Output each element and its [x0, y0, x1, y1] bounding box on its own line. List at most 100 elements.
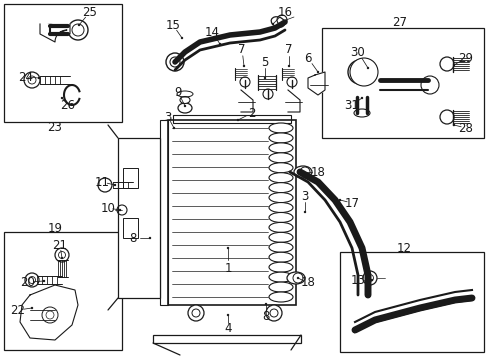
Bar — [123, 168, 138, 188]
Text: 20: 20 — [20, 275, 35, 288]
Bar — [321, 28, 483, 138]
Bar — [160, 120, 168, 305]
Text: 22: 22 — [10, 303, 25, 316]
Circle shape — [218, 43, 221, 45]
Circle shape — [271, 23, 274, 25]
Circle shape — [452, 64, 454, 66]
Circle shape — [187, 305, 203, 321]
Bar — [123, 218, 138, 238]
Ellipse shape — [180, 96, 190, 104]
Ellipse shape — [268, 143, 292, 153]
Text: 11: 11 — [94, 176, 109, 189]
Text: 25: 25 — [82, 5, 97, 18]
Circle shape — [366, 67, 368, 69]
Ellipse shape — [268, 292, 292, 302]
Text: 30: 30 — [350, 45, 365, 59]
Text: 5: 5 — [261, 55, 268, 68]
Circle shape — [172, 127, 175, 129]
Text: 10: 10 — [101, 202, 115, 215]
Circle shape — [303, 211, 305, 213]
Text: 2: 2 — [248, 107, 255, 120]
Text: 3: 3 — [164, 111, 171, 123]
Ellipse shape — [268, 183, 292, 193]
Circle shape — [114, 184, 116, 186]
Text: 8: 8 — [129, 231, 137, 244]
Text: 29: 29 — [458, 51, 472, 64]
Circle shape — [236, 119, 239, 121]
Bar — [153, 335, 301, 343]
Text: 28: 28 — [458, 122, 472, 135]
Text: 17: 17 — [344, 197, 359, 210]
Text: 21: 21 — [52, 239, 67, 252]
Circle shape — [264, 303, 266, 305]
Circle shape — [338, 199, 341, 201]
Text: 24: 24 — [19, 71, 34, 84]
Text: 31: 31 — [344, 99, 359, 112]
Text: 14: 14 — [204, 26, 219, 39]
Ellipse shape — [268, 203, 292, 212]
Ellipse shape — [178, 103, 192, 113]
Text: 3: 3 — [301, 189, 308, 202]
Circle shape — [61, 257, 63, 259]
Polygon shape — [20, 285, 78, 340]
Text: 7: 7 — [285, 42, 292, 55]
Text: 1: 1 — [224, 261, 231, 274]
Ellipse shape — [268, 123, 292, 133]
Circle shape — [349, 58, 377, 86]
Circle shape — [226, 314, 229, 316]
Text: 18: 18 — [310, 166, 325, 179]
Ellipse shape — [268, 133, 292, 143]
Ellipse shape — [268, 242, 292, 252]
Ellipse shape — [268, 232, 292, 242]
Bar — [4, 232, 122, 350]
Text: 4: 4 — [224, 321, 231, 334]
Circle shape — [243, 65, 244, 67]
Ellipse shape — [268, 193, 292, 203]
Bar — [173, 115, 290, 123]
Circle shape — [181, 37, 183, 39]
Circle shape — [296, 277, 299, 279]
Circle shape — [263, 77, 265, 79]
Circle shape — [287, 65, 289, 67]
Ellipse shape — [268, 282, 292, 292]
Bar — [4, 4, 122, 122]
Circle shape — [452, 124, 454, 126]
Ellipse shape — [268, 222, 292, 233]
Ellipse shape — [268, 212, 292, 222]
Text: 23: 23 — [47, 121, 62, 134]
Text: 26: 26 — [61, 99, 75, 112]
Circle shape — [148, 237, 151, 239]
Text: 19: 19 — [47, 221, 62, 234]
Circle shape — [119, 209, 121, 211]
Text: 15: 15 — [165, 18, 180, 32]
Text: 7: 7 — [238, 42, 245, 55]
Circle shape — [362, 271, 376, 285]
Circle shape — [360, 97, 363, 99]
Text: 13: 13 — [350, 274, 365, 287]
Ellipse shape — [268, 262, 292, 272]
Ellipse shape — [286, 272, 305, 284]
Circle shape — [265, 305, 282, 321]
Circle shape — [78, 24, 80, 26]
Circle shape — [302, 171, 305, 173]
Ellipse shape — [268, 163, 292, 173]
Bar — [339, 252, 483, 352]
Text: 18: 18 — [300, 276, 315, 289]
Polygon shape — [307, 72, 325, 95]
Circle shape — [226, 247, 229, 249]
Text: 27: 27 — [392, 15, 407, 28]
Circle shape — [38, 77, 40, 79]
Text: 12: 12 — [396, 242, 411, 255]
Ellipse shape — [268, 153, 292, 163]
Ellipse shape — [271, 17, 284, 27]
Circle shape — [316, 71, 319, 73]
Bar — [168, 120, 295, 305]
Circle shape — [370, 279, 372, 281]
Circle shape — [420, 76, 438, 94]
Polygon shape — [40, 24, 70, 42]
Ellipse shape — [268, 252, 292, 262]
Text: 8: 8 — [262, 310, 269, 323]
Circle shape — [31, 307, 33, 309]
Circle shape — [183, 105, 186, 107]
Text: 6: 6 — [304, 51, 311, 64]
